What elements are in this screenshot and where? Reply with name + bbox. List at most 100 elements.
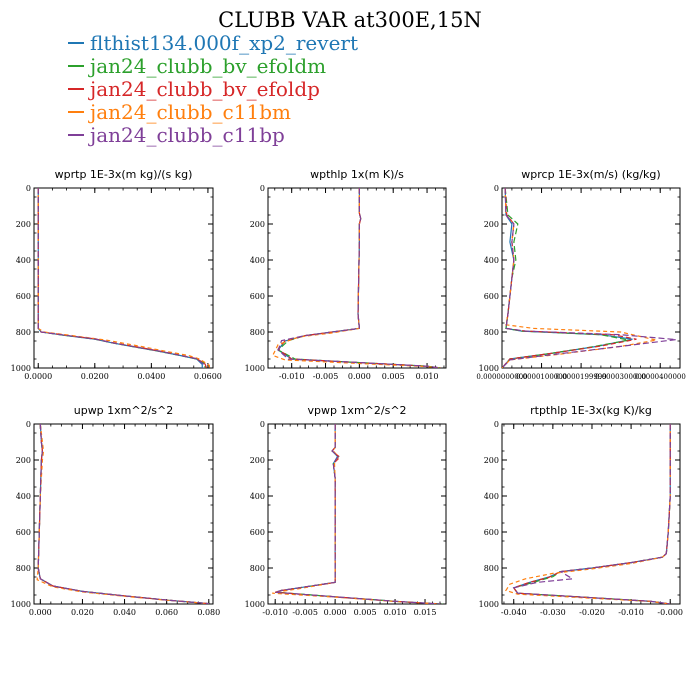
y-tick-label: 800	[16, 328, 31, 337]
x-tick-label: 0.015	[414, 608, 437, 617]
x-tick-label: 0.0400	[137, 372, 165, 381]
y-tick-label: 1000	[245, 600, 265, 609]
series-line	[504, 424, 671, 604]
legend-swatch	[68, 65, 84, 67]
x-tick-label: 0.000	[348, 372, 371, 381]
legend: flthist134.000f_xp2_revert jan24_clubb_b…	[68, 32, 358, 147]
x-tick-label: -0.005	[313, 372, 339, 381]
series-line	[275, 424, 441, 604]
x-tick-label: 0.005	[354, 608, 377, 617]
series-line	[37, 188, 206, 368]
page-title: CLUBB VAR at300E,15N	[218, 8, 482, 32]
legend-item: flthist134.000f_xp2_revert	[68, 32, 358, 55]
plot-frame	[33, 423, 214, 605]
plot-frame	[267, 187, 447, 369]
y-tick-label: 200	[250, 220, 265, 229]
plot-frame	[267, 423, 447, 605]
y-tick-label: 400	[16, 492, 31, 501]
series-line	[37, 188, 205, 368]
series-line	[275, 424, 441, 604]
y-tick-label: 200	[16, 456, 31, 465]
legend-item: jan24_clubb_c11bm	[68, 101, 358, 124]
panel: wprcp 1E-3x(m/s) (kg/kg) 0 200 400 600 800 100…	[476, 168, 685, 381]
series-line	[277, 188, 441, 368]
plot-frame	[33, 187, 214, 369]
panel-title: wprcp 1E-3x(m/s) (kg/kg)	[521, 168, 660, 181]
y-tick-label: 400	[250, 492, 265, 501]
x-tick-label: -0.005	[292, 608, 318, 617]
legend-label: jan24_clubb_bv_efoldm	[90, 54, 327, 78]
y-tick-label: 0	[260, 184, 265, 193]
x-tick-label: 0.0000	[24, 372, 52, 381]
x-tick-label: 0.080	[197, 608, 220, 617]
panel-title: vpwp 1xm^2/s^2	[307, 404, 406, 417]
y-tick-label: 200	[484, 220, 499, 229]
legend-item: jan24_clubb_bv_efoldm	[68, 55, 358, 78]
y-tick-label: 200	[484, 456, 499, 465]
series-line	[37, 424, 209, 604]
y-tick-label: 800	[250, 328, 265, 337]
y-tick-label: 400	[484, 256, 499, 265]
series-line	[502, 188, 629, 368]
y-tick-label: 200	[250, 456, 265, 465]
y-tick-label: 400	[484, 492, 499, 501]
y-tick-label: 600	[250, 528, 265, 537]
x-tick-label: 0.040	[113, 608, 136, 617]
x-tick-label: -0.030	[540, 608, 566, 617]
panel: vpwp 1xm^2/s^2 0 200 400 600 800 1000-0.010 -0.…	[245, 404, 447, 617]
y-tick-label: 0	[494, 420, 499, 429]
y-tick-label: 800	[484, 328, 499, 337]
x-tick-label: 0.0600	[194, 372, 222, 381]
x-tick-label: -0.010	[279, 372, 305, 381]
panel-title: wpthlp 1x(m K)/s	[310, 168, 404, 181]
x-tick-label: 0.010	[416, 372, 439, 381]
legend-item: jan24_clubb_bv_efoldp	[68, 78, 358, 101]
y-tick-label: 800	[250, 564, 265, 573]
panel: wprtp 1E-3x(m kg)/(s kg) 0 200 400 600 800 100…	[11, 168, 222, 381]
series-line	[37, 424, 209, 604]
y-tick-label: 400	[16, 256, 31, 265]
legend-item: jan24_clubb_c11bp	[68, 124, 358, 147]
x-tick-label: 0.0000400000	[635, 373, 686, 381]
x-tick-label: 0.000	[324, 608, 347, 617]
x-tick-label: 0.000	[29, 608, 52, 617]
x-tick-label: 0.005	[382, 372, 405, 381]
x-tick-label: 0.010	[384, 608, 407, 617]
x-tick-label: 0.0000300000	[595, 373, 646, 381]
series-line	[502, 188, 633, 368]
y-tick-label: 0	[26, 420, 31, 429]
legend-label: jan24_clubb_c11bm	[90, 100, 291, 124]
y-tick-label: 800	[16, 564, 31, 573]
y-tick-label: 1000	[11, 600, 31, 609]
y-tick-label: 0	[260, 420, 265, 429]
series-line	[275, 424, 441, 604]
x-tick-label: -0.040	[501, 608, 527, 617]
x-tick-label: -0.000	[657, 608, 683, 617]
y-tick-label: 600	[250, 292, 265, 301]
y-tick-label: 1000	[479, 364, 499, 373]
x-tick-label: 0.0000199999	[556, 373, 607, 381]
panel: wpthlp 1x(m K)/s 0 200 400 600 800 1000 -0.010-…	[245, 168, 447, 381]
series-line	[277, 188, 441, 368]
y-tick-label: 600	[16, 528, 31, 537]
x-tick-label: 0.0000000000	[476, 373, 527, 381]
legend-swatch	[68, 42, 84, 44]
plot-frame	[501, 423, 681, 605]
y-tick-label: 400	[250, 256, 265, 265]
series-line	[272, 424, 441, 604]
series-line	[37, 424, 209, 604]
legend-label: jan24_clubb_c11bp	[90, 123, 285, 147]
series-line	[512, 424, 671, 604]
legend-swatch	[68, 88, 84, 90]
x-tick-label: 0.0000100000	[516, 373, 567, 381]
legend-label: flthist134.000f_xp2_revert	[90, 31, 358, 55]
series-line	[502, 188, 657, 368]
x-tick-label: 0.060	[155, 608, 178, 617]
y-tick-label: 0	[26, 184, 31, 193]
x-tick-label: 0.020	[71, 608, 94, 617]
series-line	[37, 188, 203, 368]
series-line	[276, 424, 444, 604]
panel-title: rtpthlp 1E-3x(kg K)/kg	[530, 404, 652, 417]
y-tick-label: 1000	[479, 600, 499, 609]
y-tick-label: 800	[484, 564, 499, 573]
